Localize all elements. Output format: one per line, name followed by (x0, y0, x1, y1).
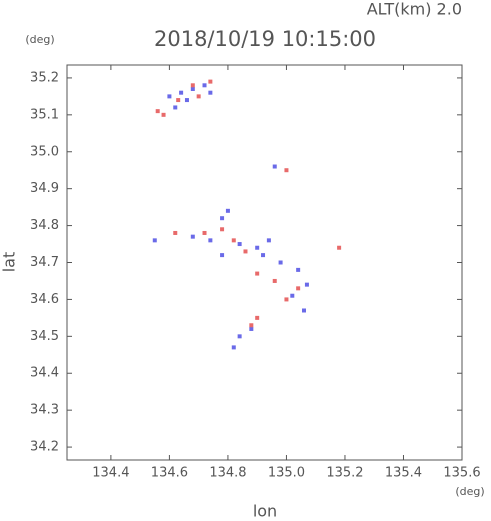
point (304, 282, 309, 287)
x-tick-label: 134.4 (92, 466, 129, 481)
point (296, 267, 301, 272)
point (152, 238, 157, 243)
point (290, 293, 295, 298)
y-tick-label: 34.7 (30, 255, 59, 270)
point (337, 245, 342, 250)
y-axis-label: lat (0, 252, 19, 273)
x-tick-label: 135.0 (268, 466, 305, 481)
point (272, 164, 277, 169)
point (208, 79, 213, 84)
point (173, 105, 178, 110)
point (184, 98, 189, 103)
x-tick-label: 134.6 (151, 466, 188, 481)
y-tick-label: 34.6 (30, 292, 59, 307)
point (261, 253, 266, 258)
point (272, 278, 277, 283)
y-tick-label: 35.0 (30, 144, 59, 159)
point (284, 168, 289, 173)
y-tick-label: 34.2 (30, 440, 59, 455)
point (243, 249, 248, 254)
point (255, 315, 260, 320)
point (266, 238, 271, 243)
chart-subtitle: ALT(km) 2.0 (367, 0, 462, 19)
point (231, 238, 236, 243)
point (196, 94, 201, 99)
point (237, 334, 242, 339)
point (208, 90, 213, 95)
x-tick-label: 134.8 (209, 466, 246, 481)
point (231, 345, 236, 350)
x-tick-label: 135.6 (443, 466, 480, 481)
point (249, 323, 254, 328)
point (190, 83, 195, 88)
point (176, 98, 181, 103)
y-tick-label: 34.8 (30, 218, 59, 233)
y-tick-label: 34.5 (30, 329, 59, 344)
chart-title: 2018/10/19 10:15:00 (154, 27, 376, 51)
y-tick-label: 34.4 (30, 366, 59, 381)
point (255, 245, 260, 250)
x-tick-label: 135.4 (385, 466, 422, 481)
point (161, 112, 166, 117)
point (179, 90, 184, 95)
point (167, 94, 172, 99)
point (202, 83, 207, 88)
plot-frame (66, 64, 463, 461)
x-tick-label: 135.2 (326, 466, 363, 481)
point (202, 230, 207, 235)
y-tick-label: 34.9 (30, 181, 59, 196)
point (302, 308, 306, 313)
y-tick-label: 34.3 (30, 403, 59, 418)
point (220, 253, 225, 258)
point (284, 297, 289, 302)
point (278, 260, 283, 265)
point (208, 238, 213, 243)
point (225, 208, 230, 213)
point (237, 242, 242, 247)
x-axis-label: lon (253, 502, 277, 521)
point (296, 286, 301, 291)
y-tick-label: 35.2 (30, 70, 59, 85)
point (255, 271, 260, 276)
x-unit: (deg) (455, 485, 484, 498)
point (220, 216, 225, 221)
point (220, 227, 225, 232)
y-tick-label: 35.1 (30, 107, 59, 122)
point (190, 234, 195, 239)
point (173, 230, 178, 235)
point (155, 109, 160, 114)
point (249, 326, 254, 331)
point (190, 86, 195, 91)
y-unit: (deg) (25, 33, 54, 46)
